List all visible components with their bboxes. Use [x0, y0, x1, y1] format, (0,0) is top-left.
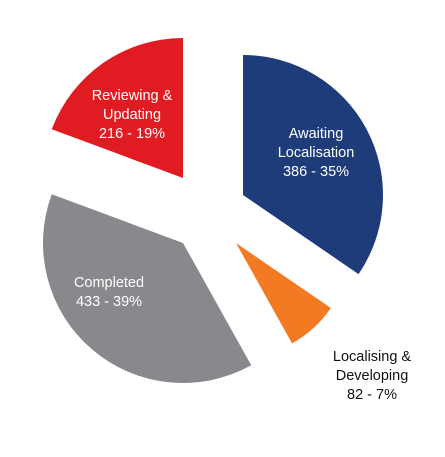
slice-label-line: Reviewing & — [92, 88, 173, 104]
slice-value-text: 386 - 35% — [283, 164, 349, 180]
pie-labels: Awaiting Localisation 386 - 35% Localising … — [74, 88, 411, 403]
slice-value-text: 82 - 7% — [347, 387, 397, 403]
pie-slice-2 — [43, 194, 252, 384]
slice-label-line: Developing — [336, 368, 409, 384]
pie-slice-1 — [236, 243, 331, 344]
slice-label-1: Localising & Developing 82 - 7% — [333, 349, 412, 403]
slice-label-3: Reviewing & Updating 216 - 19% — [92, 88, 173, 142]
slice-value-text: 216 - 19% — [99, 126, 165, 142]
slice-label-0: Awaiting Localisation 386 - 35% — [278, 126, 355, 180]
slice-value-text: 433 - 39% — [76, 294, 142, 310]
pie-slice-0 — [243, 55, 383, 275]
slice-label-2: Completed 433 - 39% — [74, 275, 144, 310]
slice-label-line: Localisation — [278, 145, 355, 161]
slice-label-line: Localising & — [333, 349, 412, 365]
slice-label-line: Updating — [103, 107, 161, 123]
slice-label-line: Awaiting — [289, 126, 344, 142]
pie-slice-3 — [51, 38, 183, 178]
pie-slices — [43, 38, 383, 384]
slice-label-line: Completed — [74, 275, 144, 291]
